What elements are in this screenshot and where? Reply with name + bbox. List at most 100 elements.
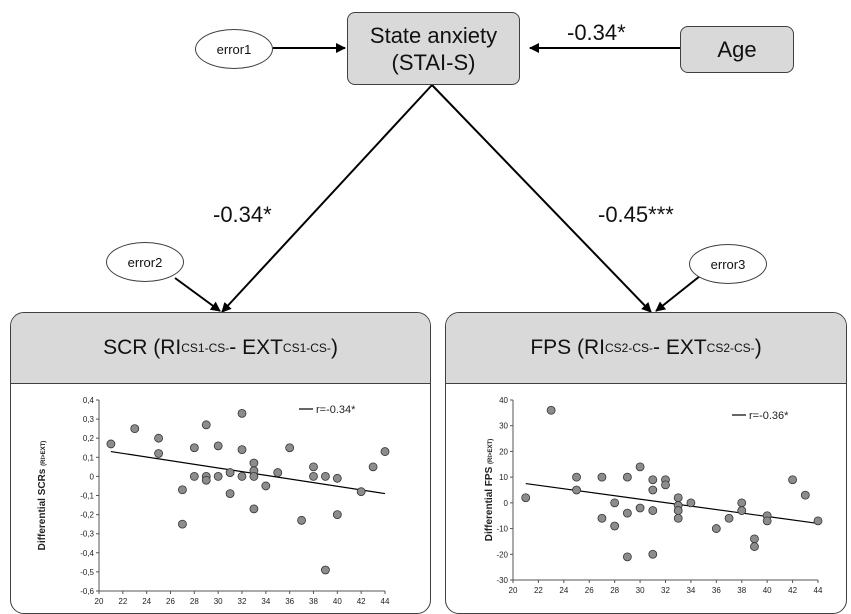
- data-point: [380, 447, 390, 456]
- y-tick-label: 10: [499, 473, 508, 482]
- x-tick-label: 32: [661, 586, 670, 595]
- data-point: [622, 552, 632, 562]
- data-point: [610, 521, 620, 531]
- y-tick-label: -10: [496, 525, 508, 534]
- data-point: [249, 458, 259, 468]
- data-point: [332, 510, 342, 520]
- state-anxiety-box: State anxiety (STAI-S): [347, 12, 520, 85]
- y-tick-label: 0,4: [83, 396, 95, 405]
- data-point: [332, 473, 342, 483]
- data-point: [635, 503, 645, 513]
- fps-panel: FPS (RI CS2-CS- - EXT CS2-CS-) 40 30 20 10 0 -1…: [445, 312, 847, 614]
- arrow-state-to-fps: [431, 84, 652, 313]
- fps-panel-title: FPS (RI CS2-CS- - EXT CS2-CS-): [446, 313, 846, 384]
- x-tick-label: 30: [214, 597, 223, 606]
- data-point: [673, 513, 683, 523]
- x-tick-label: 44: [814, 586, 823, 595]
- data-point: [724, 513, 734, 523]
- x-tick-label: 20: [95, 597, 104, 606]
- data-point: [368, 462, 378, 472]
- data-point: [648, 475, 658, 485]
- data-point: [762, 516, 772, 526]
- data-point: [597, 472, 607, 482]
- scr-panel: SCR (RI CS1-CS- - EXT CS1-CS-) 0,4 0,3 0,2 0,…: [10, 312, 431, 614]
- x-tick-label: 22: [118, 597, 127, 606]
- y-axis-label: Differential SCRs (RI>EXT): [37, 441, 48, 551]
- data-point: [321, 565, 330, 575]
- data-point: [356, 487, 366, 497]
- x-tick-label: 24: [142, 597, 151, 606]
- data-point: [273, 468, 283, 477]
- data-point: [213, 441, 223, 451]
- data-point: [648, 485, 658, 495]
- data-point: [648, 549, 658, 559]
- legend-label: r=-0.36*: [749, 410, 789, 422]
- data-point: [610, 498, 620, 508]
- data-point: [737, 506, 747, 515]
- data-point: [249, 472, 259, 481]
- y-tick-label: 0,2: [83, 434, 95, 443]
- data-point: [261, 481, 271, 491]
- scr-scatter-chart: 0,40,30,20,10-0,1-0,2-0,3-0,4-0,5-0,620 2…: [37, 396, 390, 606]
- x-tick-label: 42: [788, 586, 797, 595]
- y-axis-label: Differential FPS (RI>EXT): [484, 439, 495, 541]
- data-point: [130, 424, 140, 434]
- data-point: [213, 472, 223, 481]
- data-point: [661, 480, 670, 490]
- arrow-error3-to-fps: [655, 275, 701, 312]
- age-box: Age: [680, 26, 794, 73]
- data-point: [686, 498, 696, 508]
- x-tick-label: 38: [309, 597, 318, 606]
- data-point: [521, 493, 531, 503]
- error1-node: error1: [195, 29, 273, 69]
- x-tick-label: 36: [285, 597, 294, 606]
- data-point: [249, 504, 259, 514]
- x-tick-label: 26: [585, 586, 594, 595]
- data-point: [622, 508, 632, 518]
- x-tick-label: 38: [737, 586, 746, 595]
- x-tick-label: 30: [636, 586, 645, 595]
- data-point: [189, 472, 199, 481]
- data-point: [673, 506, 683, 515]
- regression-line: [525, 482, 819, 525]
- x-tick-label: 20: [509, 586, 518, 595]
- error3-node: error3: [689, 244, 767, 284]
- error2-node: error2: [106, 242, 184, 282]
- data-point: [178, 485, 187, 495]
- x-tick-label: 22: [534, 586, 543, 595]
- data-point: [711, 524, 721, 533]
- data-point: [737, 498, 747, 508]
- state-anxiety-label: State anxiety: [369, 22, 498, 48]
- data-point: [546, 405, 556, 415]
- data-point: [285, 443, 295, 453]
- data-point: [237, 445, 247, 455]
- y-tick-label: -30: [496, 576, 508, 585]
- data-point: [813, 516, 823, 526]
- y-axis-label-sub: (RI>EXT): [41, 441, 47, 466]
- arrow-error2-to-scr: [174, 277, 221, 312]
- data-point: [154, 433, 163, 443]
- x-tick-label: 32: [238, 597, 247, 606]
- data-point: [225, 468, 235, 477]
- coef-state-to-scr: -0.34*: [213, 202, 272, 227]
- y-tick-label: -0,3: [80, 530, 94, 539]
- y-tick-label: 0,3: [83, 415, 95, 424]
- data-point: [750, 534, 759, 544]
- data-point: [309, 462, 318, 472]
- data-point: [189, 443, 199, 453]
- y-tick-label: 30: [499, 422, 508, 431]
- data-point: [225, 489, 235, 498]
- legend-label: r=-0.34*: [316, 404, 356, 416]
- x-tick-label: 34: [261, 597, 270, 606]
- x-tick-label: 40: [763, 586, 772, 595]
- regression-line: [110, 450, 386, 495]
- data-point: [572, 485, 581, 495]
- x-tick-label: 44: [381, 597, 390, 606]
- x-tick-label: 40: [333, 597, 342, 606]
- data-point: [178, 519, 187, 529]
- data-point: [648, 506, 658, 515]
- y-tick-label: -0,1: [80, 492, 94, 501]
- y-tick-label: -0,2: [80, 511, 94, 520]
- y-tick-label: -0,4: [80, 549, 94, 558]
